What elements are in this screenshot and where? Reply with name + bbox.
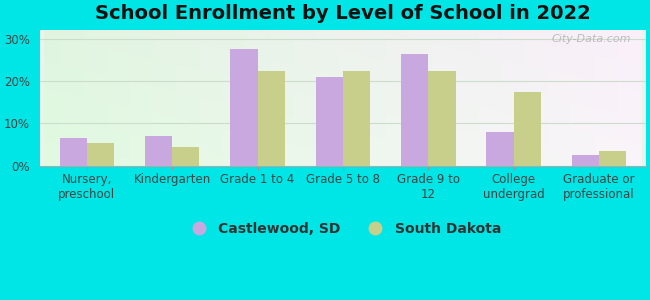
- Legend: Castlewood, SD, South Dakota: Castlewood, SD, South Dakota: [179, 216, 506, 241]
- Bar: [172, 147, 200, 166]
- Text: City-Data.com: City-Data.com: [551, 34, 630, 44]
- Bar: [230, 49, 257, 166]
- Bar: [401, 54, 428, 166]
- Bar: [428, 70, 456, 166]
- Bar: [87, 142, 114, 166]
- Bar: [145, 136, 172, 166]
- Bar: [599, 151, 626, 166]
- Bar: [571, 155, 599, 166]
- Bar: [343, 70, 370, 166]
- Title: School Enrollment by Level of School in 2022: School Enrollment by Level of School in …: [95, 4, 591, 23]
- Bar: [60, 138, 87, 166]
- Bar: [486, 132, 514, 166]
- Bar: [257, 70, 285, 166]
- Bar: [315, 77, 343, 166]
- Bar: [514, 92, 541, 166]
